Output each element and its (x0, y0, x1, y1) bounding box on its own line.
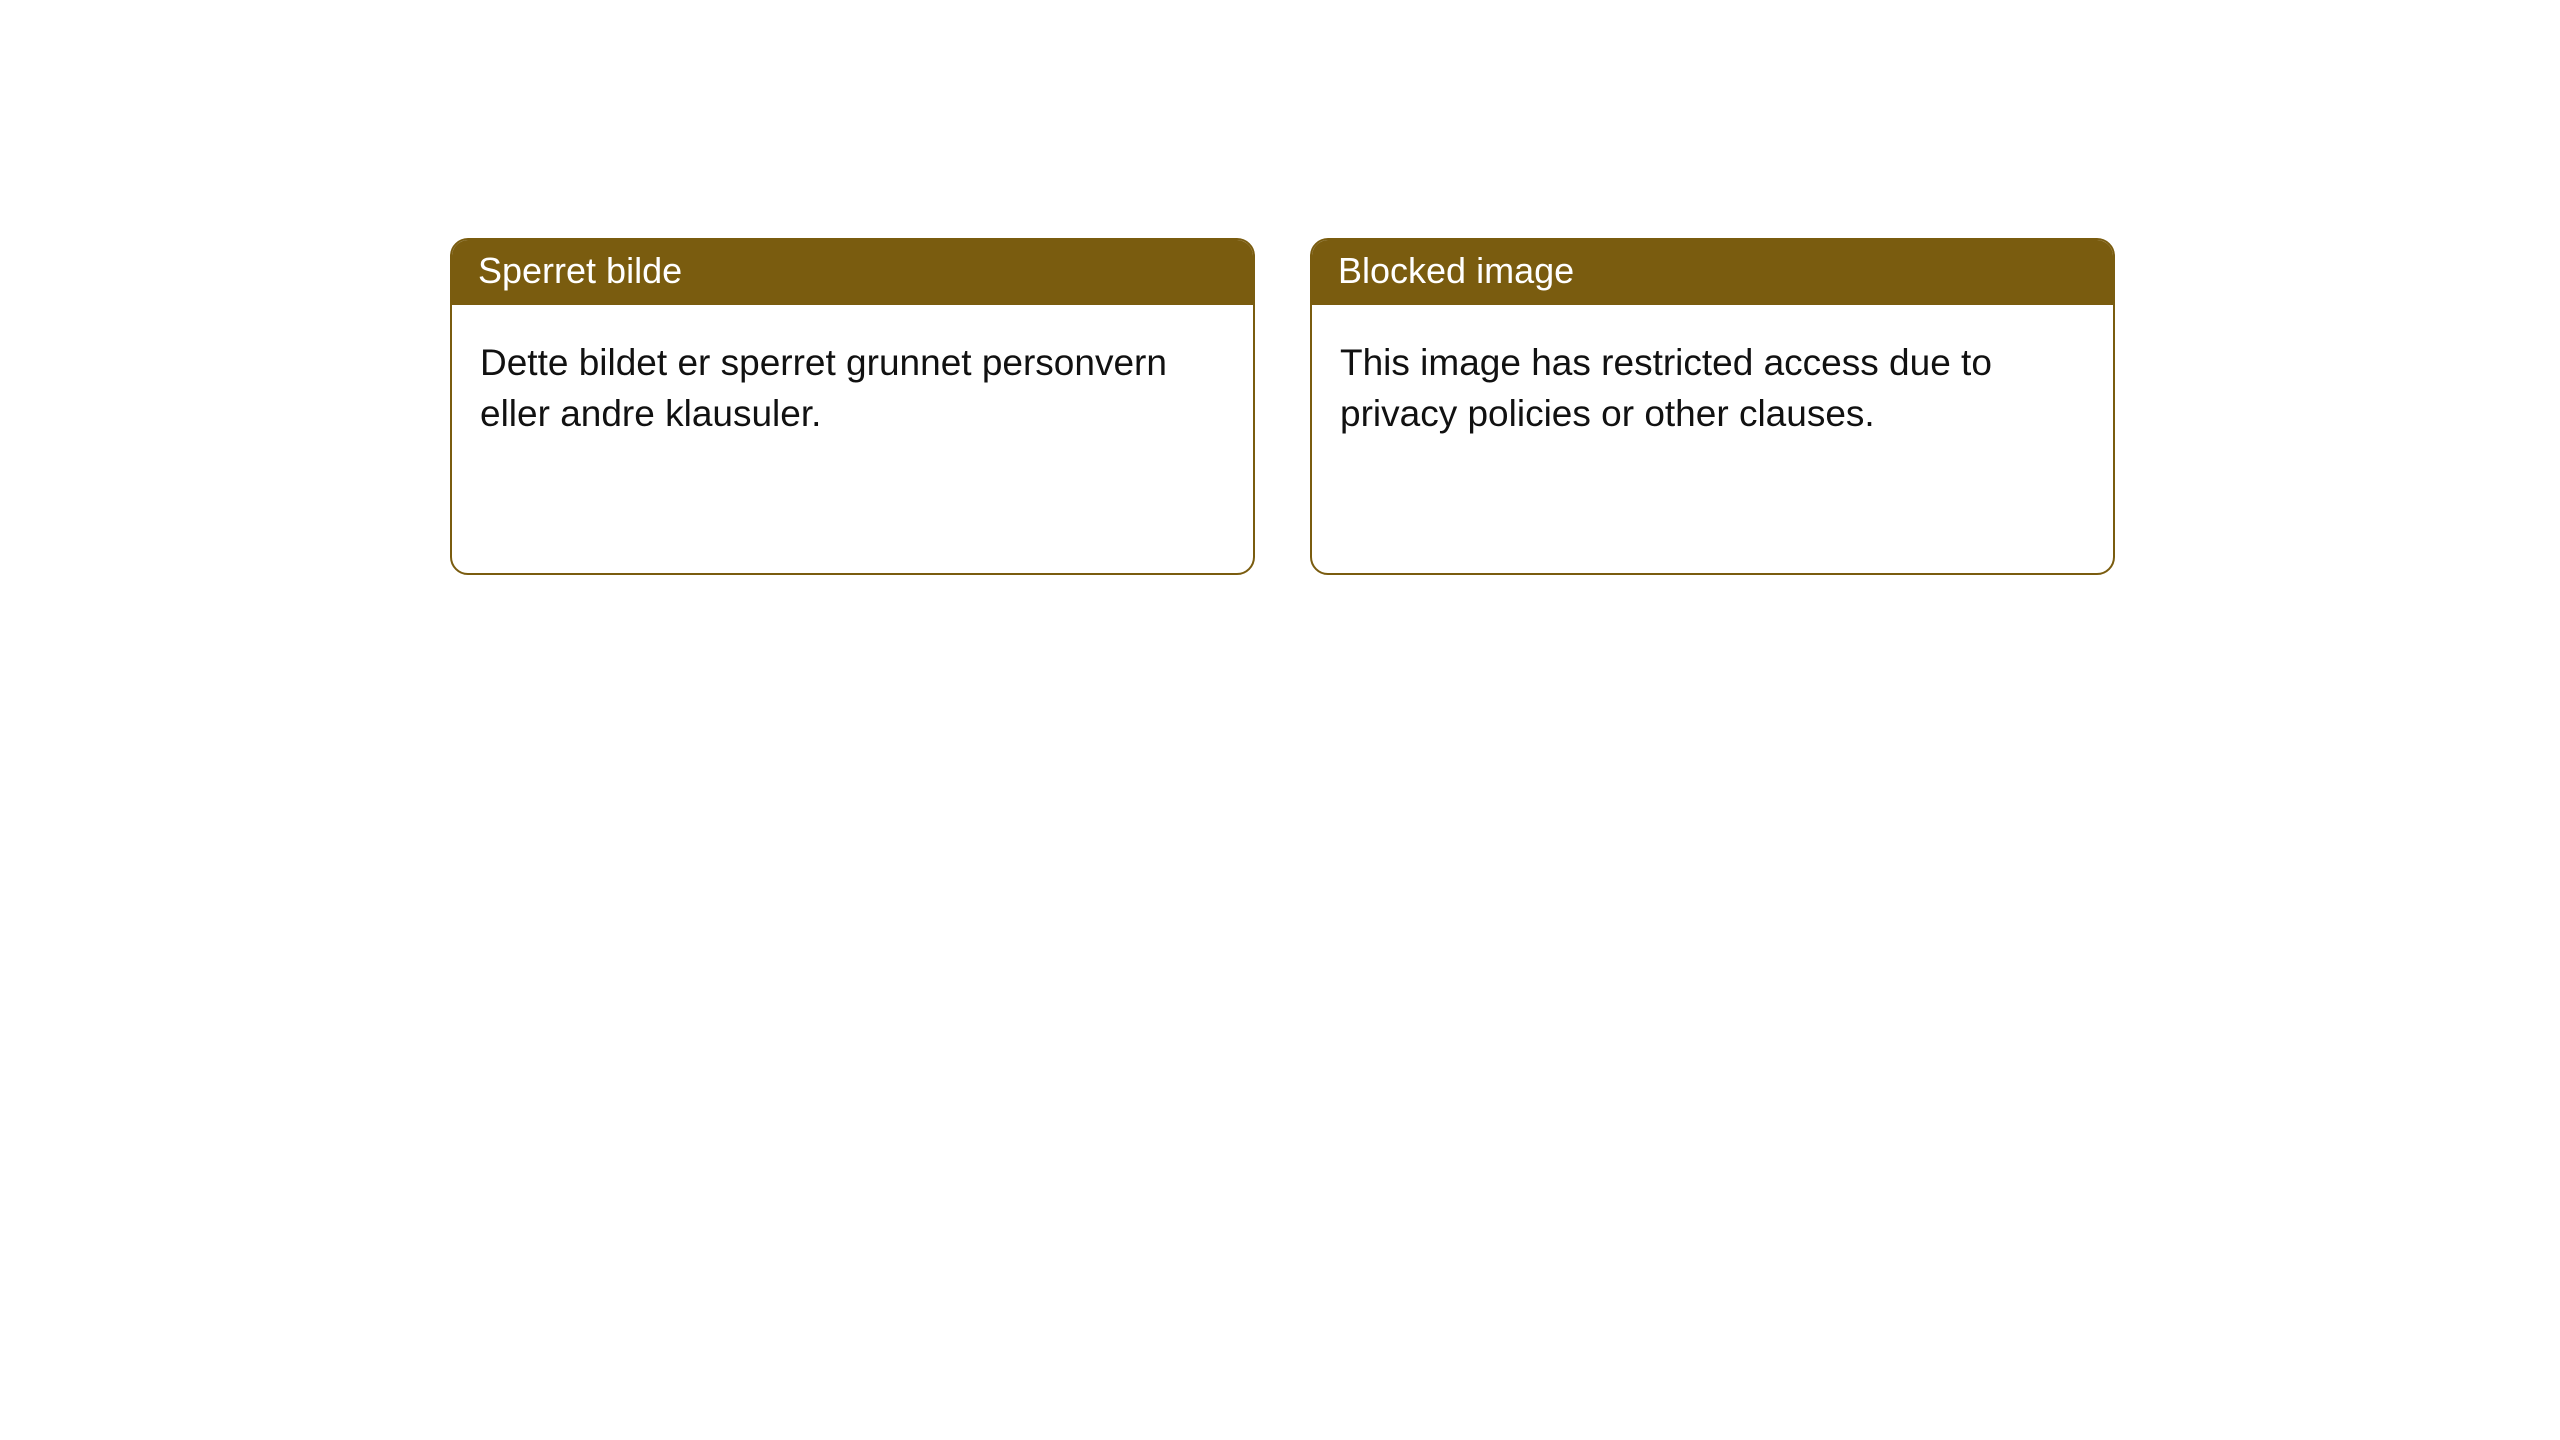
card-body: This image has restricted access due to … (1312, 305, 2113, 471)
card-body-text: This image has restricted access due to … (1340, 342, 1992, 434)
card-body-text: Dette bildet er sperret grunnet personve… (480, 342, 1167, 434)
card-header: Blocked image (1312, 240, 2113, 305)
card-title: Blocked image (1338, 250, 1574, 291)
card-body: Dette bildet er sperret grunnet personve… (452, 305, 1253, 471)
notice-card-english: Blocked image This image has restricted … (1310, 238, 2115, 575)
card-header: Sperret bilde (452, 240, 1253, 305)
card-title: Sperret bilde (478, 250, 682, 291)
notice-card-norwegian: Sperret bilde Dette bildet er sperret gr… (450, 238, 1255, 575)
notice-container: Sperret bilde Dette bildet er sperret gr… (450, 238, 2115, 575)
